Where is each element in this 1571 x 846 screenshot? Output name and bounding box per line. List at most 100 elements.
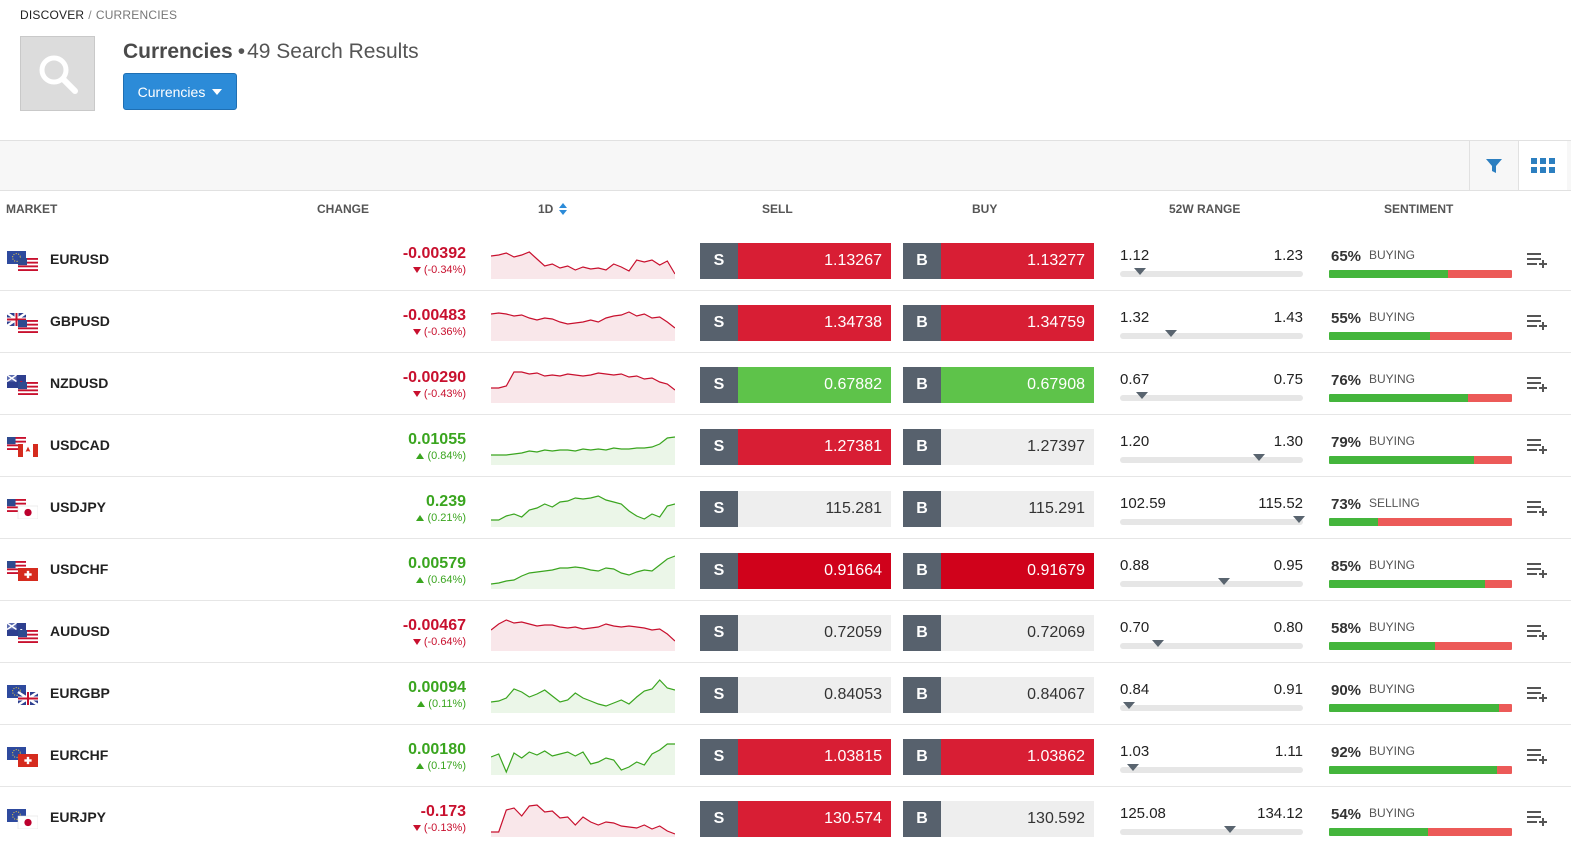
market-row-usdjpy[interactable]: USDJPY 0.239 (0.21%) S 115.281 B 115.291… xyxy=(0,477,1571,539)
column-period[interactable]: 1D xyxy=(538,202,568,216)
sentiment-sell-fill xyxy=(1497,766,1512,774)
change-cell: -0.00392 (-0.34%) xyxy=(403,245,466,276)
market-row-usdchf[interactable]: USDCHF 0.00579 (0.64%) S 0.91664 B 0.916… xyxy=(0,539,1571,601)
add-to-watchlist-icon[interactable] xyxy=(1525,619,1549,643)
market-symbol[interactable]: USDCHF xyxy=(50,561,109,577)
column-sentiment[interactable]: SENTIMENT xyxy=(1384,202,1454,216)
market-row-eurusd[interactable]: EURUSD -0.00392 (-0.34%) S 1.13267 B 1.1… xyxy=(0,229,1571,291)
add-to-watchlist-icon[interactable] xyxy=(1525,247,1549,271)
add-to-watchlist-icon[interactable] xyxy=(1525,743,1549,767)
sell-button[interactable]: S 0.91664 xyxy=(700,553,891,589)
buy-tag: B xyxy=(903,305,941,341)
buy-price: 115.291 xyxy=(941,491,1094,527)
52w-range: 1.32 1.43 xyxy=(1120,305,1303,341)
add-to-watchlist-icon[interactable] xyxy=(1525,371,1549,395)
buy-button[interactable]: B 115.291 xyxy=(903,491,1094,527)
currencies-dropdown-label: Currencies xyxy=(137,83,206,100)
sentiment-buy-fill xyxy=(1329,642,1436,650)
market-symbol[interactable]: EURJPY xyxy=(50,809,107,825)
up-arrow-icon xyxy=(416,763,425,769)
sentiment-label: BUYING xyxy=(1369,372,1416,386)
grid-view-button[interactable] xyxy=(1518,141,1567,190)
change-percent: (0.84%) xyxy=(408,450,466,462)
range-marker-icon xyxy=(1134,268,1147,275)
buy-tag: B xyxy=(903,677,941,713)
market-row-gbpusd[interactable]: GBPUSD -0.00483 (-0.36%) S 1.34738 B 1.3… xyxy=(0,291,1571,353)
market-symbol[interactable]: EURUSD xyxy=(50,251,110,267)
sentiment-buy-fill xyxy=(1329,766,1498,774)
sparkline-chart xyxy=(491,619,675,651)
market-symbol[interactable]: EURGBP xyxy=(50,685,110,701)
change-percent: (-0.43%) xyxy=(403,388,466,400)
market-symbol[interactable]: USDJPY xyxy=(50,499,107,515)
sentiment: 76% BUYING xyxy=(1329,367,1512,403)
currency-pair-flag-icon xyxy=(7,313,38,333)
sparkline-area xyxy=(491,252,675,279)
buy-button[interactable]: B 0.91679 xyxy=(903,553,1094,589)
buy-button[interactable]: B 130.592 xyxy=(903,801,1094,837)
sentiment-label: BUYING xyxy=(1369,744,1416,758)
down-arrow-icon xyxy=(412,267,421,273)
add-to-watchlist-icon[interactable] xyxy=(1525,309,1549,333)
market-symbol[interactable]: USDCAD xyxy=(50,437,110,453)
market-row-nzdusd[interactable]: NZDUSD -0.00290 (-0.43%) S 0.67882 B 0.6… xyxy=(0,353,1571,415)
sell-tag: S xyxy=(700,243,738,279)
sentiment: 85% BUYING xyxy=(1329,553,1512,589)
column-change[interactable]: CHANGE xyxy=(317,202,370,216)
currencies-dropdown-button[interactable]: Currencies xyxy=(123,73,237,110)
add-to-watchlist-icon[interactable] xyxy=(1525,681,1549,705)
sparkline-area xyxy=(491,496,675,527)
buy-button[interactable]: B 0.72069 xyxy=(903,615,1094,651)
sell-button[interactable]: S 0.72059 xyxy=(700,615,891,651)
sell-button[interactable]: S 0.84053 xyxy=(700,677,891,713)
sentiment-label: BUYING xyxy=(1369,248,1416,262)
market-row-usdcad[interactable]: USDCAD 0.01055 (0.84%) S 1.27381 B 1.273… xyxy=(0,415,1571,477)
column-market[interactable]: MARKET xyxy=(6,202,58,216)
breadcrumb-discover-link[interactable]: DISCOVER xyxy=(20,8,85,22)
add-to-watchlist-icon[interactable] xyxy=(1525,805,1549,829)
buy-button[interactable]: B 1.13277 xyxy=(903,243,1094,279)
sell-button[interactable]: S 1.03815 xyxy=(700,739,891,775)
currency-pair-flag-icon xyxy=(7,499,38,519)
market-row-eurchf[interactable]: EURCHF 0.00180 (0.17%) S 1.03815 B 1.038… xyxy=(0,725,1571,787)
column-buy[interactable]: BUY xyxy=(972,202,998,216)
sell-button[interactable]: S 1.27381 xyxy=(700,429,891,465)
buy-button[interactable]: B 1.03862 xyxy=(903,739,1094,775)
range-low: 0.67 xyxy=(1120,371,1150,388)
buy-button[interactable]: B 0.67908 xyxy=(903,367,1094,403)
sell-button[interactable]: S 0.67882 xyxy=(700,367,891,403)
market-row-audusd[interactable]: AUDUSD -0.00467 (-0.64%) S 0.72059 B 0.7… xyxy=(0,601,1571,663)
sell-button[interactable]: S 130.574 xyxy=(700,801,891,837)
buy-button[interactable]: B 1.34759 xyxy=(903,305,1094,341)
add-to-watchlist-icon[interactable] xyxy=(1525,495,1549,519)
market-row-eurgbp[interactable]: EURGBP 0.00094 (0.11%) S 0.84053 B 0.840… xyxy=(0,663,1571,725)
market-symbol[interactable]: NZDUSD xyxy=(50,375,109,391)
52w-range: 1.20 1.30 xyxy=(1120,429,1303,465)
column-sell[interactable]: SELL xyxy=(762,202,793,216)
change-percent: (-0.13%) xyxy=(412,822,466,834)
sell-button[interactable]: S 1.34738 xyxy=(700,305,891,341)
buy-button[interactable]: B 0.84067 xyxy=(903,677,1094,713)
filter-button[interactable] xyxy=(1469,141,1518,190)
sentiment-label: BUYING xyxy=(1369,310,1416,324)
market-row-eurjpy[interactable]: EURJPY -0.173 (-0.13%) S 130.574 B 130.5… xyxy=(0,787,1571,846)
sparkline-area xyxy=(491,805,675,837)
add-to-watchlist-icon[interactable] xyxy=(1525,433,1549,457)
sell-button[interactable]: S 115.281 xyxy=(700,491,891,527)
buy-button[interactable]: B 1.27397 xyxy=(903,429,1094,465)
sentiment-buy-fill xyxy=(1329,394,1469,402)
add-to-watchlist-icon[interactable] xyxy=(1525,557,1549,581)
market-symbol[interactable]: EURCHF xyxy=(50,747,109,763)
sentiment-bar xyxy=(1329,456,1512,464)
page-title-text: Currencies xyxy=(123,40,233,63)
market-symbol[interactable]: GBPUSD xyxy=(50,313,110,329)
change-percent-text: (-0.36%) xyxy=(423,326,466,338)
column-52w-range[interactable]: 52W RANGE xyxy=(1169,202,1241,216)
title-bullet: • xyxy=(237,40,246,63)
sell-button[interactable]: S 1.13267 xyxy=(700,243,891,279)
market-symbol[interactable]: AUDUSD xyxy=(50,623,110,639)
range-low: 1.20 xyxy=(1120,433,1150,450)
sentiment-sell-fill xyxy=(1447,270,1512,278)
change-percent-text: (-0.34%) xyxy=(423,264,466,276)
change-cell: -0.00467 (-0.64%) xyxy=(403,617,466,648)
